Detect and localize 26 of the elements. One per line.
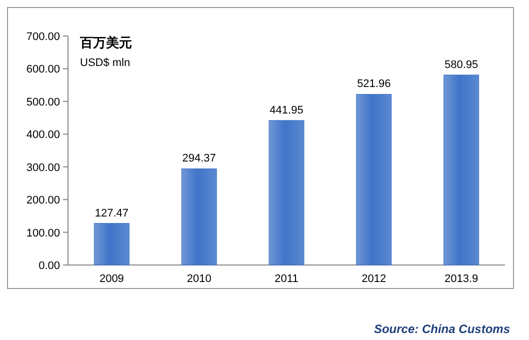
y-tick-label: 600.00 xyxy=(26,64,60,76)
bar xyxy=(444,74,480,266)
y-tick-label: 400.00 xyxy=(26,129,60,142)
x-tick-label: 2013.9 xyxy=(444,273,478,285)
data-label: 521.96 xyxy=(357,78,391,90)
x-tick-label: 2009 xyxy=(99,273,124,285)
y-tick-label: 700.00 xyxy=(26,31,60,43)
bar xyxy=(356,94,392,266)
y-tick-label: 200.00 xyxy=(26,194,60,207)
text: USD$ mln xyxy=(80,57,130,69)
y-tick-label: 300.00 xyxy=(26,162,60,174)
chart-title: 百万美元 xyxy=(79,35,132,50)
x-tick-label: 2010 xyxy=(186,273,212,285)
bar xyxy=(94,223,130,266)
y-tick-label: 100.00 xyxy=(26,227,60,240)
bar xyxy=(268,120,304,266)
source-note: Source: China Customs xyxy=(374,322,510,336)
bar xyxy=(181,168,217,266)
x-tick-label: 2012 xyxy=(362,273,386,285)
y-tick-label: 0.00 xyxy=(38,260,60,272)
data-label: 127.47 xyxy=(94,207,129,220)
x-tick-label: 2011 xyxy=(274,273,298,285)
data-label: 441.95 xyxy=(270,104,304,116)
data-label: 580.95 xyxy=(444,58,478,71)
y-tick-label: 500.00 xyxy=(26,96,60,108)
data-label: 294.37 xyxy=(182,152,216,165)
